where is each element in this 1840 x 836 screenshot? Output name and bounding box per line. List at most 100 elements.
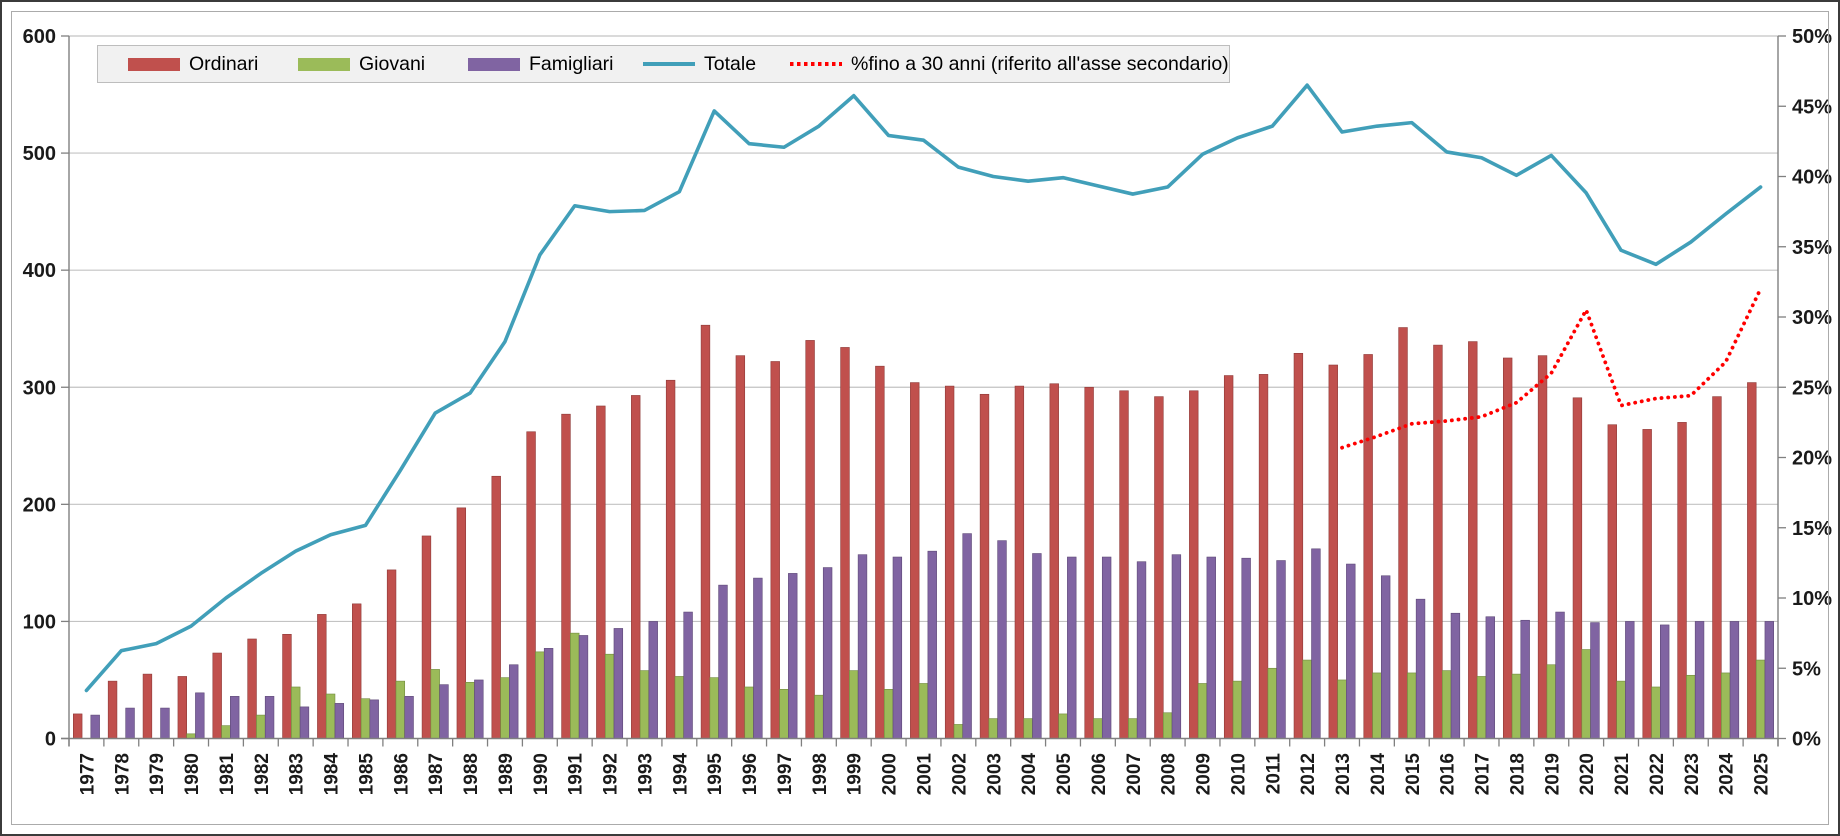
bar-giovani <box>953 724 964 739</box>
bar-ordinari <box>735 355 746 739</box>
bar-ordinari <box>1154 396 1164 739</box>
x-axis-year-label: 2007 <box>1124 753 1145 795</box>
pct-fino-30-anni-dotted-line <box>1340 286 1763 450</box>
bar-ordinari <box>805 340 815 739</box>
bar-giovani <box>1058 713 1068 739</box>
bar-ordinari <box>631 395 641 739</box>
legend-label: Giovani <box>359 52 426 75</box>
bar-ordinari <box>1537 355 1548 739</box>
bar-giovani <box>1616 680 1626 739</box>
bar-ordinari <box>770 361 780 739</box>
right-axis-label: 0% <box>1792 729 1821 751</box>
bar-giovani <box>360 698 371 739</box>
x-axis-year-label: 1977 <box>77 753 98 795</box>
right-axis-label: 50% <box>1792 26 1832 48</box>
bar-famigliari <box>543 648 554 739</box>
x-axis-year-label: 2002 <box>949 753 970 795</box>
x-axis-year-label: 1993 <box>635 753 656 795</box>
bar-giovani <box>1128 718 1138 739</box>
bar-giovani <box>814 694 824 739</box>
x-axis-year-label: 1999 <box>845 753 866 795</box>
bar-famigliari <box>788 573 798 739</box>
bar-ordinari <box>1433 344 1443 739</box>
bar-ordinari <box>910 382 920 739</box>
bar-famigliari <box>1206 556 1216 739</box>
bar-giovani <box>1267 667 1277 739</box>
left-axis-label: 0 <box>45 729 56 751</box>
x-axis-year-label: 1990 <box>531 753 552 795</box>
x-axis-year-label: 2016 <box>1438 753 1459 795</box>
legend-label: Ordinari <box>189 52 259 75</box>
bar-giovani <box>1197 683 1208 739</box>
bar-famigliari <box>1032 553 1042 739</box>
right-axis-label: 20% <box>1792 448 1832 470</box>
bar-famigliari <box>683 611 693 739</box>
bar-ordinari <box>1363 354 1373 739</box>
bar-famigliari <box>299 706 310 739</box>
x-axis-year-label: 1980 <box>182 753 203 795</box>
legend-label: %fino a 30 anni (riferito all'asse secon… <box>851 52 1229 75</box>
bar-giovani <box>1093 718 1103 739</box>
legend-label: Totale <box>704 52 757 75</box>
bar-famigliari <box>474 679 484 739</box>
totale-line <box>84 83 1763 693</box>
bar-ordinari <box>1642 429 1652 739</box>
bar-famigliari <box>1241 557 1251 739</box>
x-axis-year-label: 2015 <box>1403 753 1424 796</box>
x-axis-year-label: 2013 <box>1333 753 1354 795</box>
bar-famigliari <box>1171 554 1182 739</box>
bar-famigliari <box>160 707 170 739</box>
bar-ordinari <box>700 324 711 739</box>
x-axis-year-label: 2000 <box>880 753 901 795</box>
bar-famigliari <box>1101 556 1112 739</box>
bar-ordinari <box>526 431 536 739</box>
bar-giovani <box>221 725 231 739</box>
bar-famigliari <box>613 628 624 739</box>
bar-giovani <box>744 686 754 739</box>
bar-ordinari <box>282 633 292 739</box>
bar-ordinari <box>1712 396 1722 739</box>
bar-giovani <box>604 653 615 739</box>
bar-famigliari <box>1380 575 1391 739</box>
left-axis-label: 500 <box>23 143 56 165</box>
bar-ordinari <box>73 713 83 739</box>
right-axis-label: 10% <box>1792 588 1832 610</box>
x-axis-year-label: 2014 <box>1368 753 1389 796</box>
x-axis-year-label: 2024 <box>1717 753 1738 796</box>
bar-ordinari <box>386 569 397 739</box>
bar-giovani <box>186 733 196 739</box>
x-axis-year-label: 2021 <box>1612 753 1633 796</box>
bar-famigliari <box>1450 612 1461 739</box>
bar-ordinari <box>1328 364 1338 739</box>
bar-giovani <box>1476 676 1487 739</box>
bar-ordinari <box>177 676 187 739</box>
bar-giovani <box>1581 649 1591 739</box>
bar-ordinari <box>1572 397 1583 739</box>
x-axis-year-label: 1998 <box>810 753 831 795</box>
bar-ordinari <box>456 507 467 739</box>
bar-famigliari <box>369 699 379 739</box>
x-axis-year-label: 1985 <box>356 753 377 796</box>
bar-famigliari <box>439 684 449 739</box>
bar-famigliari <box>90 714 100 739</box>
bar-ordinari <box>352 603 362 739</box>
bar-ordinari <box>1084 386 1094 739</box>
legend-item-famigliari: Famigliari <box>468 46 614 82</box>
bar-giovani <box>1372 672 1382 739</box>
right-axis-label: 30% <box>1792 307 1832 329</box>
x-axis-year-label: 1982 <box>252 753 273 795</box>
bar-famigliari <box>1136 561 1147 739</box>
x-axis-year-label: 1992 <box>601 753 622 795</box>
legend-label: Famigliari <box>529 52 614 75</box>
x-axis-year-label: 1981 <box>217 753 238 796</box>
bar-giovani <box>1023 718 1033 739</box>
x-axis-year-label: 1988 <box>461 753 482 795</box>
ordinari-swatch-icon <box>128 57 180 71</box>
left-axis-label: 100 <box>23 611 56 633</box>
bar-ordinari <box>1398 327 1408 739</box>
x-axis-year-label: 2018 <box>1507 753 1528 795</box>
x-axis-year-label: 2001 <box>915 753 936 796</box>
legend-item-ordinari: Ordinari <box>128 46 258 82</box>
